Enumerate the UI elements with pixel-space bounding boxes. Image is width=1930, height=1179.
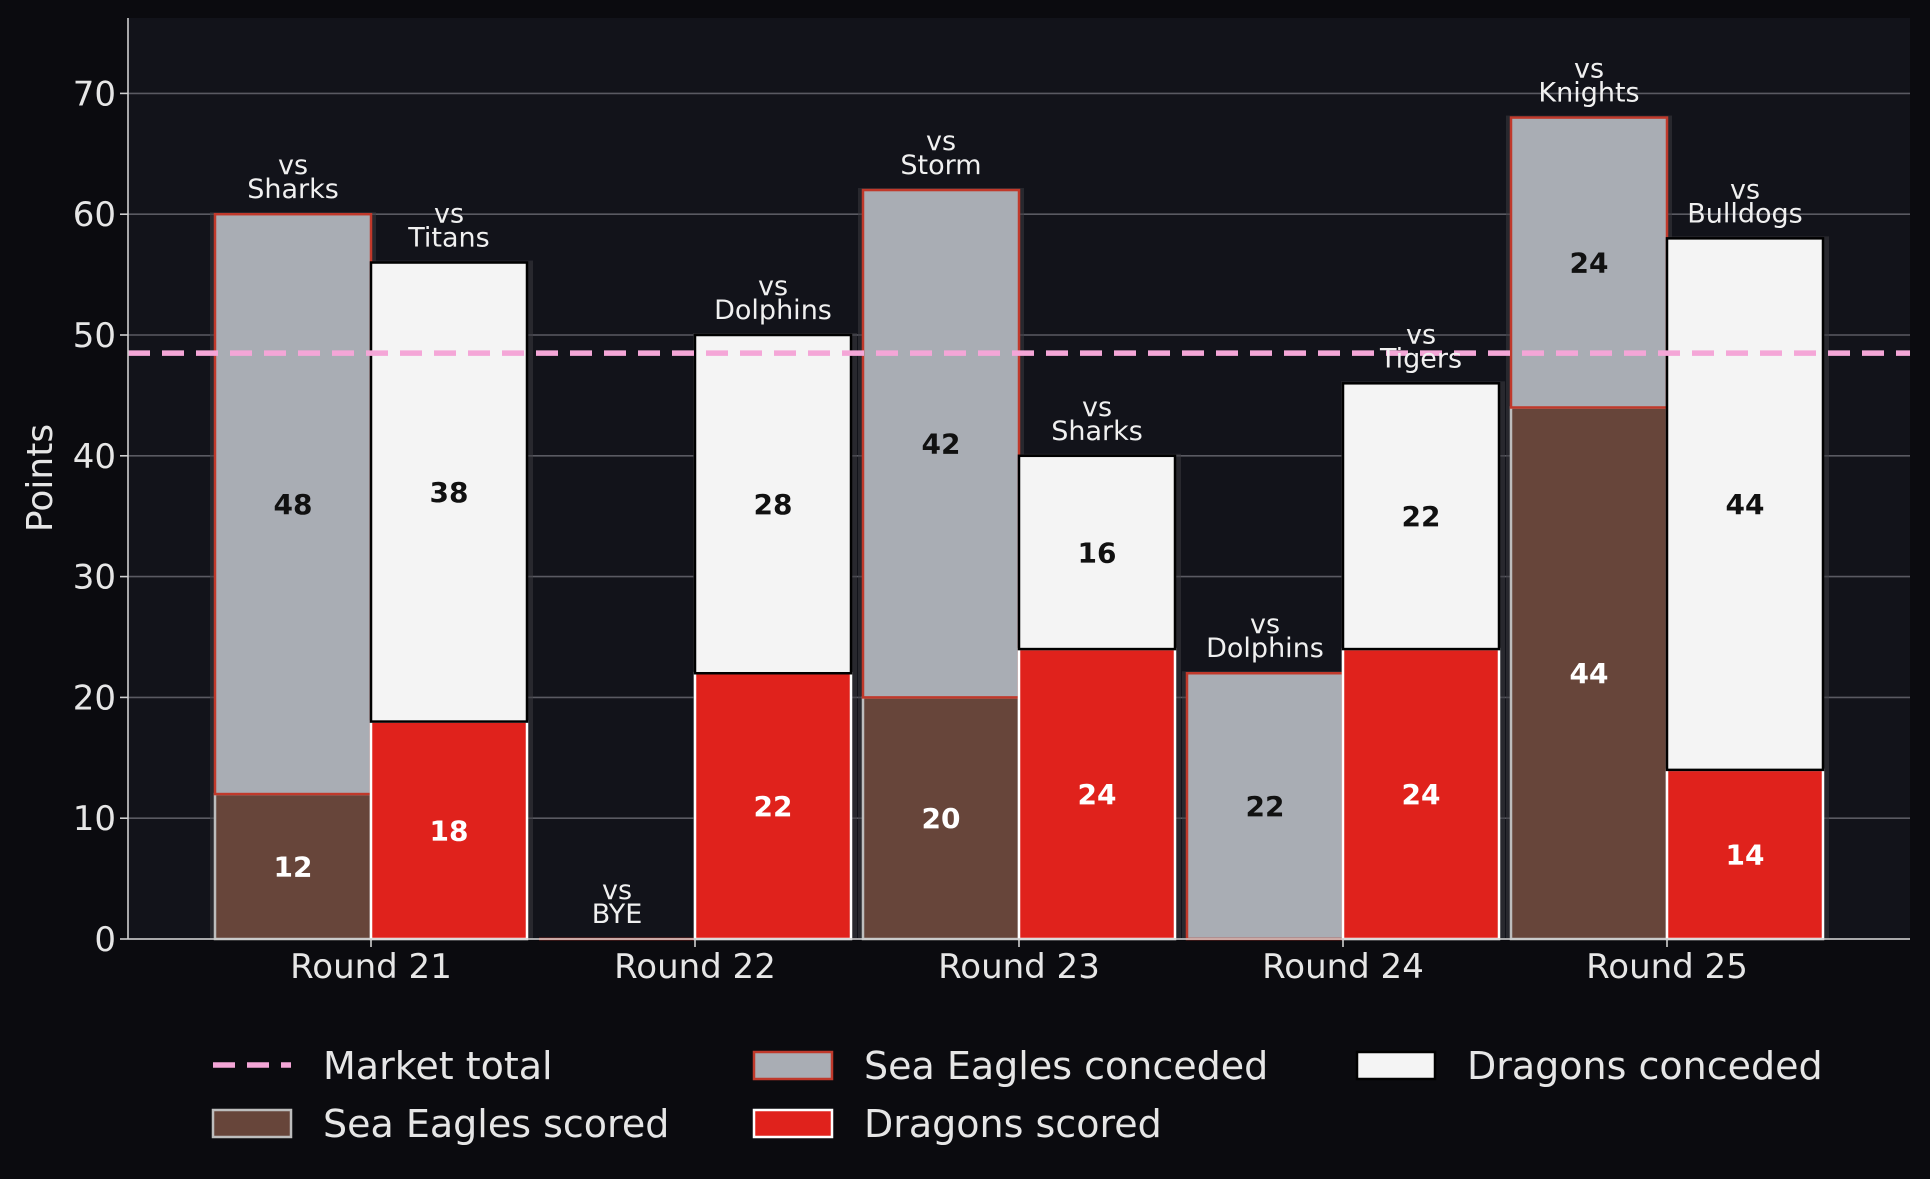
- x-tick-label: Round 24: [1262, 947, 1424, 987]
- bar-dragons-conceded-label: 16: [1078, 536, 1117, 569]
- bar-sea-eagles-conceded: [213, 212, 373, 796]
- bar-sea-eagles-scored: [213, 792, 373, 941]
- opponent-label-sea-eagles-prefix: vs: [1250, 609, 1280, 640]
- x-axis: Round 21 Round 22 Round 23 Round 24 Round 25: [127, 18, 1910, 987]
- bar-dragons-scored: [693, 671, 853, 941]
- legend-label: Sea Eagles conceded: [864, 1044, 1268, 1088]
- opponent-label-sea-eagles-prefix: vs: [926, 126, 956, 157]
- legend-item: Market total: [213, 1044, 553, 1088]
- bars: [210, 115, 1829, 941]
- bar-dragons-scored-label: 14: [1726, 838, 1765, 871]
- opponent-label-dragons-team: Sharks: [1051, 416, 1143, 447]
- y-tick-label: 10: [73, 799, 116, 839]
- y-tick-label: 40: [73, 437, 116, 477]
- legend-swatch: [211, 1108, 293, 1139]
- bar-dragons-conceded: [369, 261, 529, 723]
- opponent-label-sea-eagles-prefix: vs: [1574, 54, 1604, 85]
- bar-dragons-conceded-label: 28: [754, 488, 793, 521]
- legend-item: Dragons conceded: [1355, 1044, 1823, 1088]
- x-tick-label: Round 21: [290, 947, 452, 987]
- bar-dragons-conceded-label: 38: [430, 476, 469, 509]
- bar-dragons-scored-label: 24: [1078, 778, 1117, 811]
- bar-sea-eagles-conceded: [1509, 116, 1669, 409]
- bar-dragons-scored-label: 22: [754, 790, 793, 823]
- legend-item: Dragons scored: [752, 1102, 1162, 1146]
- opponent-label-sea-eagles-team: BYE: [592, 899, 643, 930]
- bar-dragons-conceded: [693, 333, 853, 675]
- bar-sea-eagles-conceded: [861, 188, 1021, 699]
- x-tick-label: Round 25: [1586, 947, 1748, 987]
- bar-sea-eagles-conceded-label: 22: [1246, 790, 1285, 823]
- x-tick-label: Round 23: [938, 947, 1100, 987]
- bar-sea-eagles-scored-label: 12: [274, 851, 313, 884]
- bar-dragons-conceded-label: 22: [1402, 500, 1441, 533]
- bar-dragons-conceded: [1017, 454, 1177, 651]
- opponent-label-sea-eagles-team: Sharks: [247, 174, 339, 205]
- bar-sea-eagles-conceded-label: 24: [1570, 247, 1609, 280]
- legend-label: Market total: [323, 1044, 553, 1088]
- legend-label: Dragons conceded: [1467, 1044, 1823, 1088]
- x-tick-label: Round 22: [614, 947, 776, 987]
- opponent-label-dragons-team: Titans: [407, 223, 489, 254]
- opponent-label-sea-eagles-team: Storm: [900, 150, 981, 181]
- opponent-label-dragons-team: Tigers: [1379, 343, 1462, 374]
- y-axis-label: Points: [20, 424, 61, 532]
- opponent-label-dragons-prefix: vs: [1082, 392, 1112, 423]
- bar-dragons-conceded: [1665, 237, 1825, 772]
- bar-sea-eagles-scored-label: 20: [922, 802, 961, 835]
- legend: Market total Sea Eagles scored Sea Eagles …: [211, 1044, 1823, 1146]
- opponent-label-dragons-prefix: vs: [434, 199, 464, 230]
- legend-label: Sea Eagles scored: [323, 1102, 669, 1146]
- bar-sea-eagles-scored-label: 44: [1570, 657, 1609, 690]
- bar-dragons-scored: [369, 720, 529, 941]
- opponent-label-sea-eagles-team: Knights: [1538, 78, 1639, 109]
- y-tick-label: 30: [73, 558, 116, 598]
- bar-dragons-scored-label: 18: [430, 814, 469, 847]
- bar-dragons-conceded: [1341, 382, 1501, 651]
- opponent-label-dragons-prefix: vs: [758, 271, 788, 302]
- bar-dragons-scored-label: 24: [1402, 778, 1441, 811]
- y-tick-label: 20: [73, 678, 116, 718]
- y-tick-label: 60: [73, 195, 116, 235]
- bar-sea-eagles-scored: [1509, 406, 1669, 941]
- legend-swatch: [752, 1050, 834, 1081]
- y-axis: 0 10 20 30 40 50 60 70: [73, 74, 128, 960]
- bar-sea-eagles-conceded-label: 42: [922, 428, 961, 461]
- y-tick-label: 70: [73, 74, 116, 114]
- bar-dragons-scored: [1017, 647, 1177, 941]
- opponent-label-dragons-team: Dolphins: [714, 295, 832, 326]
- bar-sea-eagles-conceded-label: 48: [274, 488, 313, 521]
- opponent-label-dragons-team: Bulldogs: [1687, 198, 1803, 229]
- opponent-label-sea-eagles-prefix: vs: [602, 875, 632, 906]
- opponent-label-dragons-prefix: vs: [1406, 319, 1436, 350]
- bar-dragons-conceded-label: 44: [1726, 488, 1765, 521]
- legend-item: Sea Eagles conceded: [752, 1044, 1268, 1088]
- legend-swatch: [1355, 1050, 1437, 1081]
- bar-labels: 12481838vsSharksvsTitans2228vsBYEvsDolph…: [247, 54, 1803, 930]
- opponent-label-sea-eagles-team: Dolphins: [1206, 633, 1324, 664]
- y-tick-label: 50: [73, 316, 116, 356]
- legend-swatch: [752, 1108, 834, 1139]
- legend-item: Sea Eagles scored: [211, 1102, 669, 1146]
- opponent-label-sea-eagles-prefix: vs: [278, 150, 308, 181]
- opponent-label-dragons-prefix: vs: [1730, 174, 1760, 205]
- legend-label: Dragons scored: [864, 1102, 1162, 1146]
- y-tick-label: 0: [94, 920, 116, 960]
